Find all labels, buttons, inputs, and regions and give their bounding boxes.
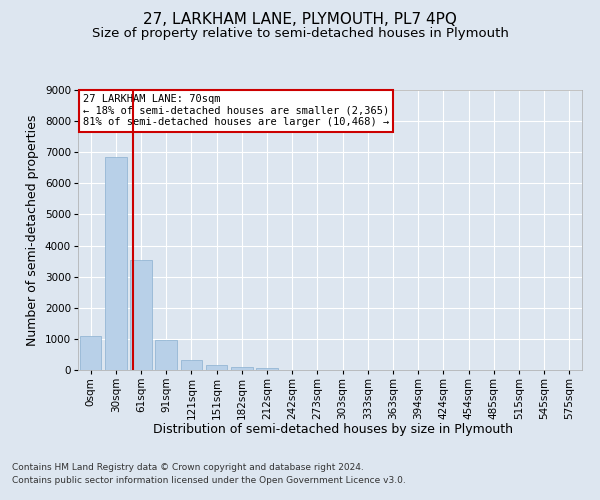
Bar [206,366,227,370]
Text: Contains public sector information licensed under the Open Government Licence v3: Contains public sector information licen… [12,476,406,485]
Bar [231,367,253,370]
Bar [80,336,101,370]
Text: 27 LARKHAM LANE: 70sqm
← 18% of semi-detached houses are smaller (2,365)
81% of : 27 LARKHAM LANE: 70sqm ← 18% of semi-det… [83,94,389,128]
Text: Distribution of semi-detached houses by size in Plymouth: Distribution of semi-detached houses by … [153,422,513,436]
Text: Contains HM Land Registry data © Crown copyright and database right 2024.: Contains HM Land Registry data © Crown c… [12,462,364,471]
Bar [155,340,177,370]
Bar [181,360,202,370]
Bar [130,260,152,370]
Text: 27, LARKHAM LANE, PLYMOUTH, PL7 4PQ: 27, LARKHAM LANE, PLYMOUTH, PL7 4PQ [143,12,457,28]
Y-axis label: Number of semi-detached properties: Number of semi-detached properties [26,114,40,346]
Bar [256,368,278,370]
Text: Size of property relative to semi-detached houses in Plymouth: Size of property relative to semi-detach… [92,28,508,40]
Bar [105,157,127,370]
